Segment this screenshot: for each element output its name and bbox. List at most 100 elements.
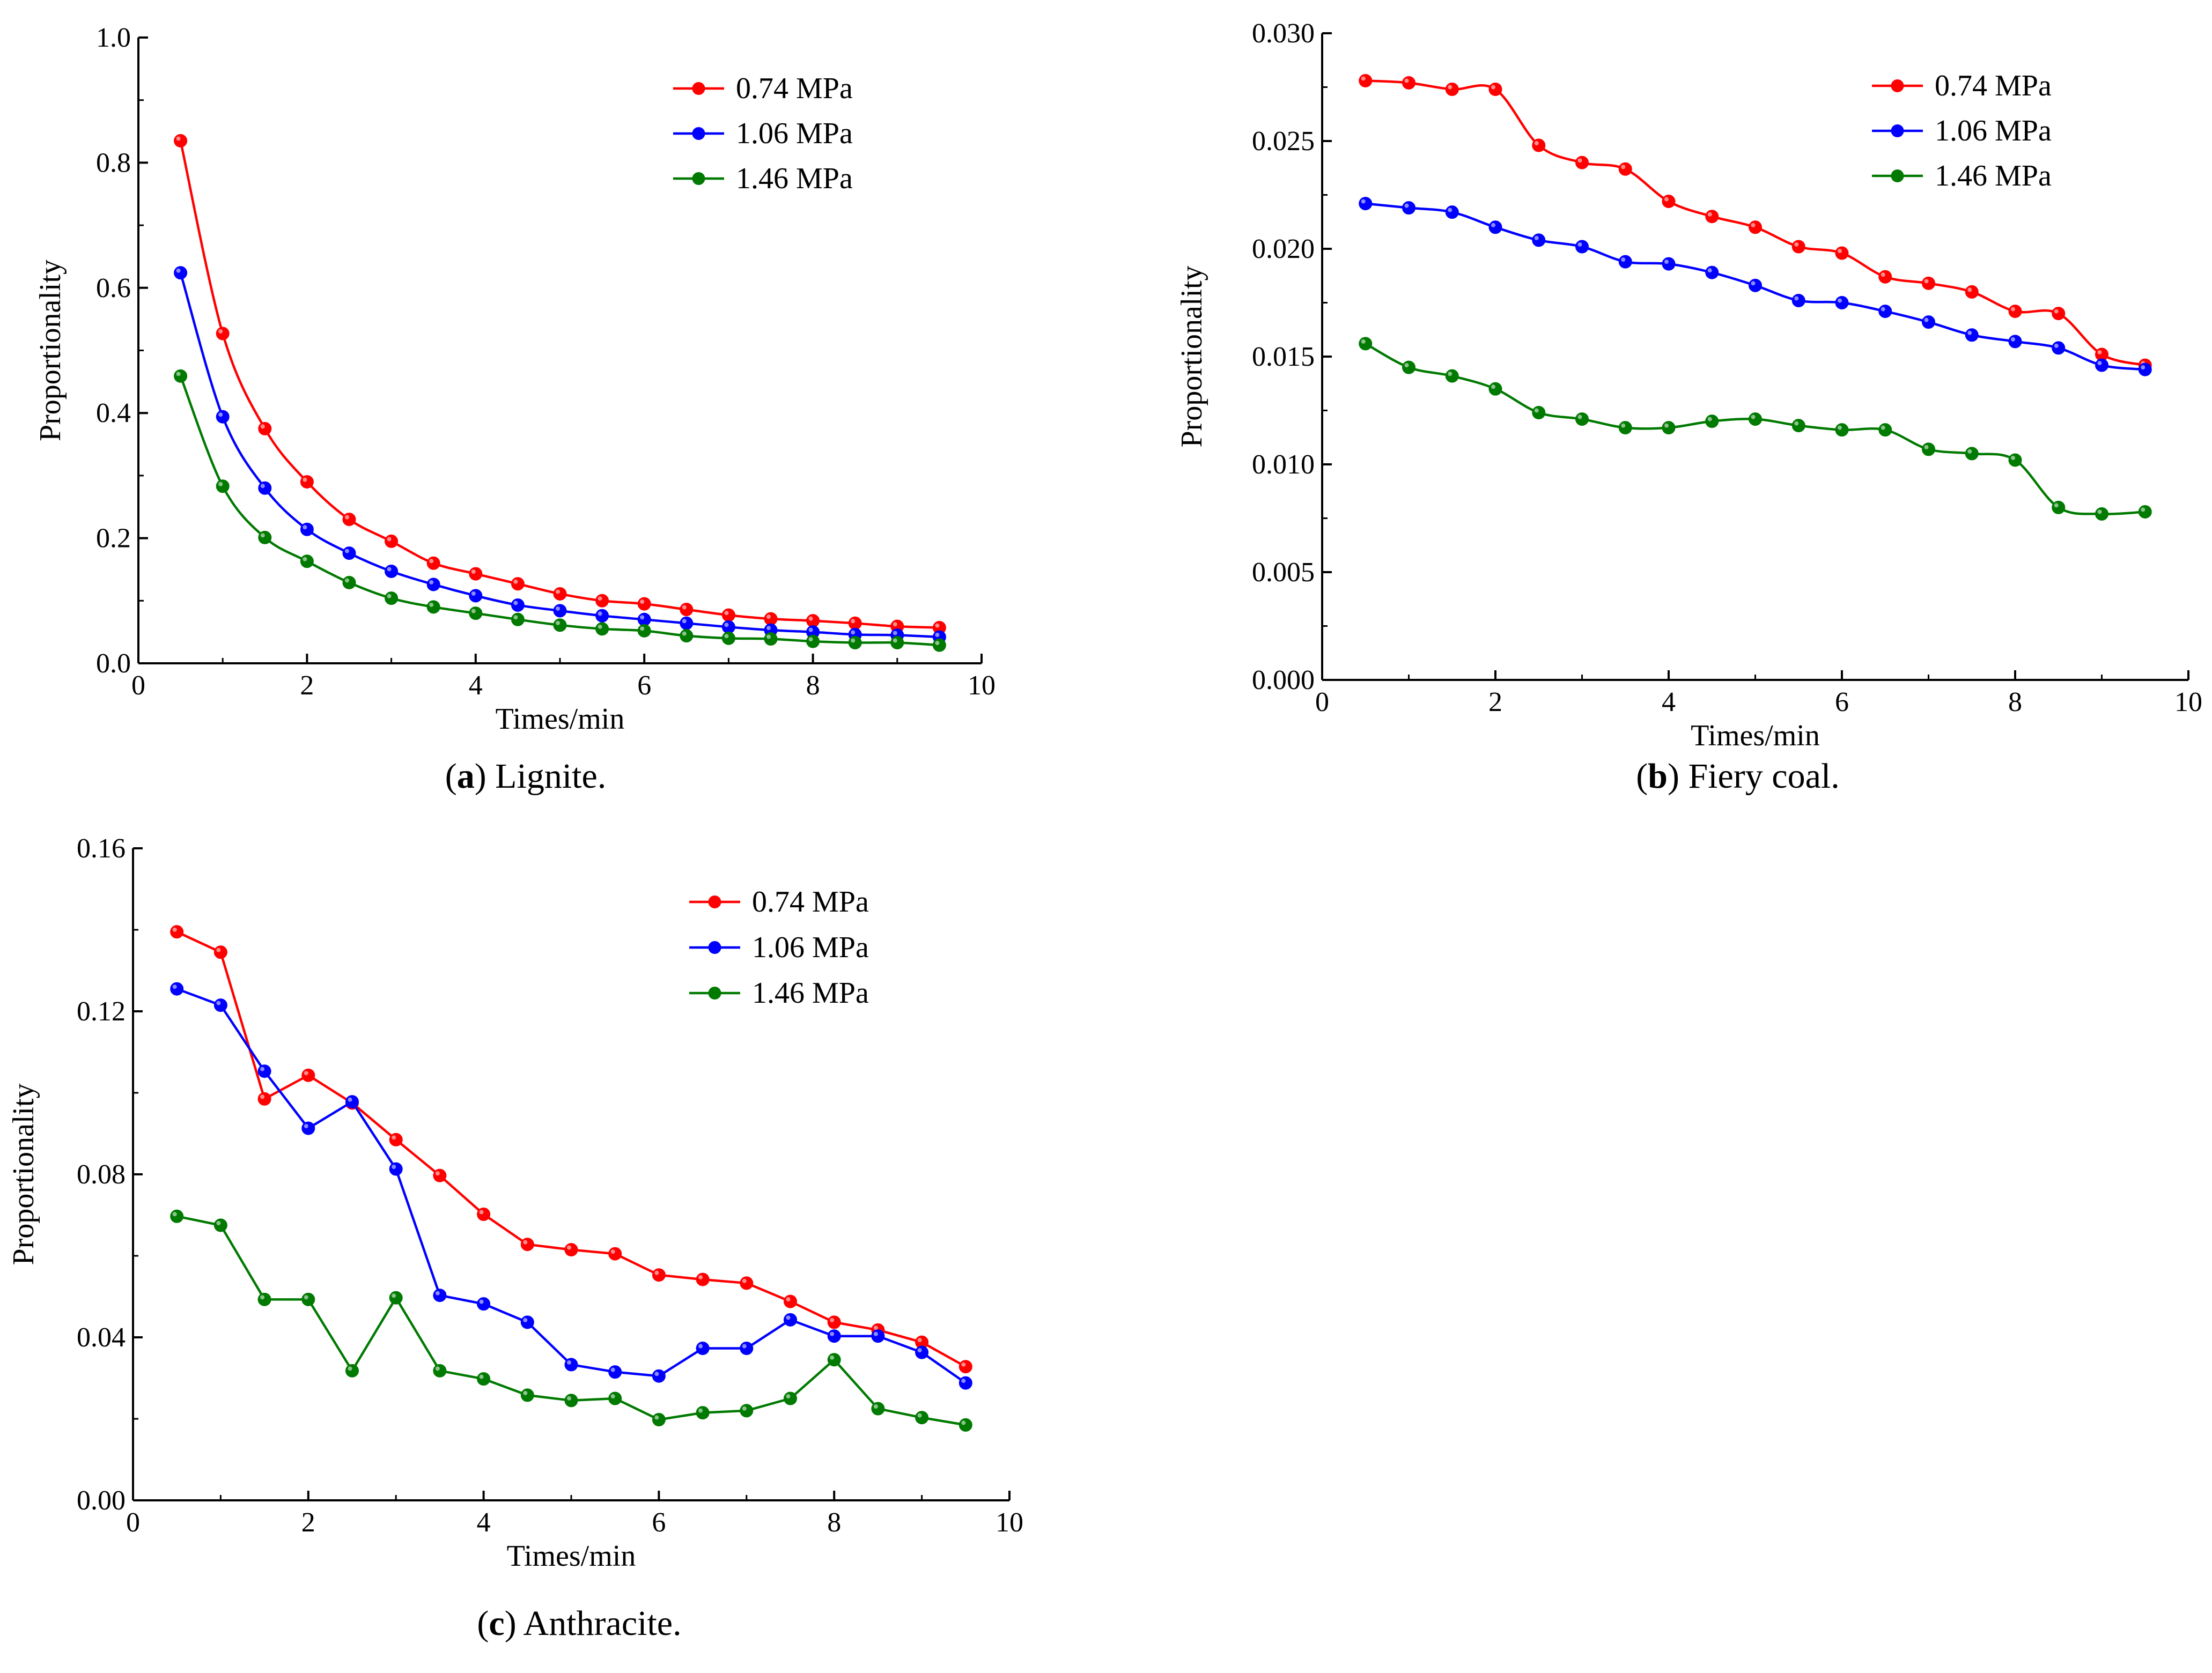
y-tick-label-b: 0.005 [1252,557,1315,588]
data-point-c-1 [170,982,184,996]
data-point-highlight [471,569,476,574]
data-point-highlight [610,1367,615,1372]
data-point-highlight [429,580,434,584]
data-point-highlight [2141,507,2145,512]
legend-label-b-0: 0.74 MPa [1935,69,2052,102]
data-point-b-1 [1878,305,1892,319]
data-point-highlight [176,268,181,273]
data-point-highlight [2011,307,2015,312]
caption-c-label: c [489,1604,505,1643]
data-point-highlight [1664,423,1669,428]
data-point-highlight [523,1317,528,1322]
data-point-b-2 [1662,421,1676,435]
data-point-highlight [1361,339,1366,344]
y-tick-label-b: 0.025 [1252,126,1315,157]
x-tick-label-b: 4 [1662,687,1676,717]
data-point-highlight [567,1245,571,1250]
data-point-highlight [479,1299,484,1304]
data-point-b-2 [1791,419,1805,433]
data-point-highlight [260,424,265,429]
data-point-highlight [260,1295,265,1300]
data-point-highlight [724,634,729,639]
data-point-highlight [1491,384,1495,389]
data-point-highlight [176,372,181,376]
data-point-highlight [598,611,602,616]
x-tick-label-b: 6 [1835,687,1849,717]
data-point-b-0 [1488,83,1502,97]
data-point-c-1 [564,1358,578,1372]
data-point-c-0 [170,925,184,939]
x-tick-label-a: 2 [300,670,314,701]
data-point-c-2 [213,1218,227,1232]
data-point-highlight [961,1379,966,1383]
data-point-highlight [1924,279,1929,284]
caption-a-open: ( [445,757,457,796]
data-point-b-2 [1445,369,1459,383]
caption-b-text: ) Fiery coal. [1667,757,1840,796]
data-point-highlight [471,591,476,596]
legend-marker-b-2 [1891,169,1904,182]
data-point-c-0 [784,1294,797,1308]
y-tick-label-a: 0.2 [96,523,131,554]
data-point-highlight [935,641,940,646]
data-point-highlight [2097,350,2102,354]
data-point-b-2 [1835,423,1849,437]
data-point-b-0 [2052,307,2066,321]
data-point-highlight [724,623,729,627]
data-point-highlight [917,1338,922,1343]
x-tick-label-b: 8 [2008,687,2022,717]
chart-a: 0 2 4 6 8 10 0.0 0.2 0.4 0.6 0.8 1.0 Times/min Propor… [34,23,996,736]
data-point-c-1 [345,1095,359,1109]
data-point-highlight [808,627,813,632]
data-point-highlight [1838,249,1842,254]
data-point-highlight [1707,268,1712,273]
data-point-highlight [961,1362,966,1367]
data-point-b-1 [2052,341,2066,355]
data-point-highlight [1577,242,1582,247]
legend-label-a-2: 1.46 MPa [736,162,853,195]
panel-a: 0 2 4 6 8 10 0.0 0.2 0.4 0.6 0.8 1.0 Times/min Propor… [0,0,1073,836]
data-point-b-0 [1575,156,1589,169]
data-point-b-1 [1488,220,1502,234]
data-point-highlight [1491,85,1495,90]
data-point-c-2 [740,1404,754,1418]
data-point-c-1 [827,1329,841,1343]
data-point-c-2 [564,1394,578,1408]
caption-c: (c) Anthracite. [333,1603,826,1644]
data-point-c-1 [784,1313,797,1327]
data-point-b-2 [1878,423,1892,437]
data-point-b-0 [1878,270,1892,284]
data-point-b-1 [1922,315,1935,329]
x-tick-label-c: 6 [652,1507,666,1538]
data-point-b-2 [2008,453,2022,467]
caption-b-label: b [1648,757,1668,796]
data-point-highlight [1448,85,1452,90]
series-line-b-2 [1365,342,2145,515]
data-point-b-1 [1575,240,1589,254]
y-tick-label-b: 0.000 [1252,665,1315,695]
caption-a-label: a [456,757,475,796]
x-tick-label-c: 4 [477,1507,491,1538]
data-point-highlight [513,579,518,584]
data-point-c-2 [170,1209,184,1223]
data-point-highlight [742,1406,747,1411]
data-point-highlight [1534,141,1539,146]
data-point-highlight [1967,330,1972,335]
data-point-highlight [917,1348,922,1353]
data-point-b-0 [1791,240,1805,254]
data-point-highlight [260,1094,265,1099]
data-point-b-2 [1575,412,1589,426]
data-point-highlight [1707,212,1712,217]
data-point-c-2 [784,1391,797,1405]
y-tick-label-c: 0.16 [77,833,126,864]
data-point-highlight [1924,317,1929,322]
data-point-highlight [893,622,897,627]
legend-label-c-0: 0.74 MPa [752,885,869,919]
data-point-c-0 [520,1238,534,1252]
data-point-highlight [1751,414,1756,419]
data-point-b-2 [2052,500,2066,514]
data-point-highlight [2097,509,2102,514]
data-point-c-1 [477,1297,491,1311]
data-point-highlight [598,596,602,601]
data-point-highlight [216,1221,221,1225]
